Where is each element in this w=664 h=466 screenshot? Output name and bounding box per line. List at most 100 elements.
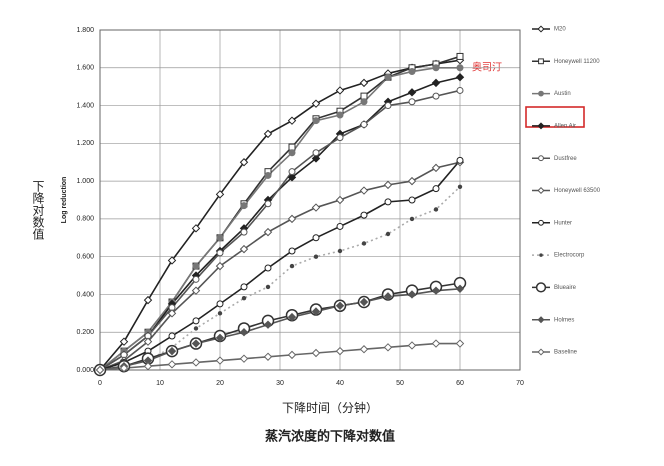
marker — [240, 228, 248, 236]
marker — [191, 286, 201, 295]
legend-label: Baseline — [554, 350, 578, 356]
marker — [288, 143, 296, 151]
marker — [263, 320, 273, 329]
marker — [287, 214, 297, 224]
series-line — [99, 89, 461, 371]
marker — [239, 354, 249, 363]
marker — [361, 241, 367, 246]
marker — [537, 186, 545, 195]
marker — [287, 312, 297, 322]
marker — [455, 73, 465, 82]
marker — [335, 346, 345, 356]
marker — [264, 264, 272, 272]
series-line — [99, 186, 461, 371]
marker — [537, 348, 545, 356]
x-axis-label: 下降时间（分钟） — [282, 400, 378, 415]
y-tick-label: 1.200 — [76, 140, 94, 147]
marker — [239, 328, 249, 337]
marker — [192, 262, 200, 270]
marker — [287, 173, 297, 182]
marker — [240, 202, 248, 210]
marker — [191, 224, 201, 233]
marker — [311, 99, 321, 108]
marker — [432, 92, 440, 100]
x-tick-label: 10 — [156, 380, 164, 387]
series-line — [99, 59, 461, 371]
marker — [313, 254, 319, 259]
y-tick-label: 1.000 — [76, 178, 94, 185]
marker — [360, 120, 368, 128]
marker — [337, 248, 343, 254]
marker — [383, 292, 393, 301]
marker — [335, 86, 345, 95]
marker — [143, 362, 153, 371]
marker — [265, 284, 271, 290]
legend-label: Dustfree — [554, 156, 577, 162]
marker — [383, 343, 393, 352]
marker — [336, 134, 344, 142]
y-tick-label: 0.800 — [76, 216, 94, 223]
annotation: 奥司汀 — [472, 61, 502, 74]
marker — [192, 317, 200, 325]
marker — [407, 290, 417, 299]
marker — [263, 129, 273, 139]
marker — [335, 195, 345, 205]
marker — [264, 200, 272, 208]
y-axis-label-outer: 下降对数值 — [31, 180, 45, 241]
marker — [168, 332, 176, 340]
series-line — [99, 342, 460, 371]
marker — [215, 356, 225, 365]
x-tick-label: 50 — [396, 380, 404, 387]
legend-label: Holmes — [554, 317, 574, 323]
marker — [407, 176, 417, 186]
marker — [456, 64, 464, 72]
marker — [433, 207, 439, 212]
marker — [311, 307, 321, 316]
legend-highlight — [525, 106, 585, 128]
marker — [384, 73, 392, 81]
x-tick-label: 70 — [516, 380, 524, 387]
marker — [240, 283, 248, 291]
legend-label: Hunter — [554, 220, 572, 226]
marker — [431, 339, 441, 348]
marker — [455, 284, 465, 293]
legend-label: Honeywell 11200 — [554, 59, 600, 65]
marker — [143, 337, 153, 346]
marker — [384, 198, 392, 206]
legend-label: Honeywell 63500 — [554, 188, 601, 194]
marker — [537, 25, 545, 33]
marker — [407, 341, 417, 350]
marker — [359, 345, 369, 354]
marker — [239, 244, 249, 254]
marker — [407, 88, 417, 97]
marker — [311, 348, 321, 358]
marker — [263, 227, 273, 237]
marker — [288, 247, 296, 255]
marker — [359, 186, 369, 195]
marker — [193, 326, 199, 331]
y-tick-label: 0.200 — [76, 329, 94, 336]
legend-label: Austin — [554, 91, 571, 97]
marker — [167, 346, 177, 356]
marker — [535, 282, 547, 293]
marker — [191, 358, 201, 367]
marker — [216, 249, 224, 257]
series-line — [99, 159, 461, 371]
x-tick-label: 0 — [98, 380, 102, 387]
y-tick-label: 1.600 — [76, 65, 94, 72]
marker — [263, 352, 273, 361]
marker — [264, 171, 272, 179]
marker — [239, 158, 249, 167]
marker — [312, 117, 320, 125]
marker — [409, 216, 415, 222]
y-tick-label: 0.000 — [76, 367, 94, 374]
x-tick-label: 40 — [336, 380, 344, 387]
marker — [143, 295, 153, 305]
marker — [215, 261, 225, 271]
marker — [119, 363, 129, 373]
marker — [431, 78, 441, 88]
marker — [216, 300, 224, 308]
marker — [191, 339, 201, 348]
marker — [385, 231, 391, 237]
